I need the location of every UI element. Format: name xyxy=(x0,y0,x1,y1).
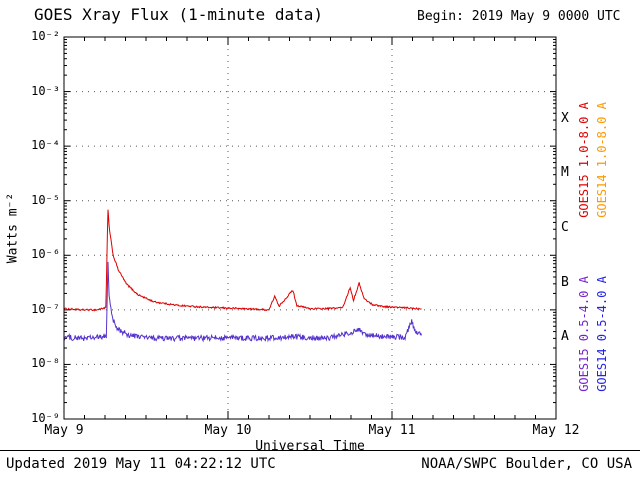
y-tick-label: 10⁻² xyxy=(31,29,60,43)
flare-class-letter: C xyxy=(561,220,569,235)
legend-goes15-short: GOES15 0.5-4.0 A xyxy=(577,276,591,392)
footer-divider xyxy=(0,450,640,451)
grid-layer xyxy=(64,37,556,419)
plot-frame xyxy=(63,36,557,420)
y-tick-label: 10⁻⁷ xyxy=(31,301,60,316)
x-axis-title: Universal Time xyxy=(255,439,365,454)
y-tick-label: 10⁻⁸ xyxy=(31,356,60,371)
y-tick-label: 10⁻⁹ xyxy=(31,411,60,425)
legend-goes15-long: GOES15 1.0-8.0 A xyxy=(577,102,591,218)
updated-timestamp: Updated 2019 May 11 04:22:12 UTC xyxy=(6,456,276,472)
flare-class-letter: X xyxy=(561,110,569,126)
legend-goes14-short: GOES14 0.5-4.0 A xyxy=(595,276,609,392)
ticks-layer xyxy=(63,36,557,420)
y-tick-label: 10⁻³ xyxy=(31,83,60,98)
flare-class-letter: A xyxy=(561,329,569,345)
y-tick-label: 10⁻⁵ xyxy=(31,192,60,207)
flare-class-letter: B xyxy=(561,274,569,290)
source-attribution: NOAA/SWPC Boulder, CO USA xyxy=(421,456,632,472)
y-tick-label: 10⁻⁶ xyxy=(31,247,60,262)
flare-class-letter: M xyxy=(561,165,569,181)
legend-goes14-long: GOES14 1.0-8.0 A xyxy=(595,102,609,218)
series-line-0 xyxy=(63,209,422,312)
x-tick-label: May 11 xyxy=(368,423,416,438)
x-tick-label: May 10 xyxy=(204,423,252,438)
chart-title: GOES Xray Flux (1-minute data) xyxy=(34,5,323,24)
series-line-1 xyxy=(63,261,422,343)
x-tick-label: May 12 xyxy=(532,423,580,438)
x-tick-label: May 9 xyxy=(44,423,84,438)
y-tick-label: 10⁻⁴ xyxy=(31,138,60,153)
begin-time-label: Begin: 2019 May 9 0000 UTC xyxy=(417,9,621,24)
